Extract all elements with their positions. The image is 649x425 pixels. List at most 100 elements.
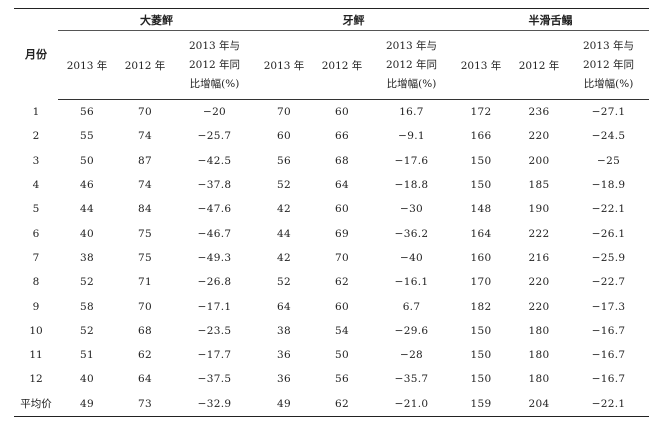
value-cell: 220 — [528, 300, 550, 313]
compare-line-2: 2012 年同 — [385, 58, 438, 71]
month-cell: 10 — [29, 324, 43, 337]
value-cell: 216 — [528, 251, 550, 264]
value-cell: 52 — [277, 276, 291, 289]
value-cell: 74 — [138, 130, 152, 143]
value-cell: −21.0 — [371, 391, 453, 417]
value-cell: −16.7 — [591, 324, 626, 337]
value-cell: −42.5 — [197, 154, 232, 167]
table-row: 平均价 49 73 −32.9 49 62 −21.0 159 204 −22.1 — [14, 391, 649, 417]
value-cell: 70 — [138, 106, 152, 119]
value-cell: −22.1 — [591, 203, 626, 216]
value-cell: 36 — [277, 373, 291, 386]
sub-header-2013: 2013 年 — [452, 30, 511, 100]
month-cell: 平均价 — [14, 391, 58, 417]
value-cell: 64 — [277, 300, 291, 313]
month-cell: 8 — [32, 276, 40, 289]
value-cell: −40 — [399, 251, 424, 264]
table-row: 12 40 64 −37.5 36 56 −35.7 150 180 −16.7 — [14, 367, 649, 391]
sub-header-compare: 2013 年与 2012 年同 比增幅(%) — [371, 30, 453, 100]
table-row: 4 46 74 −37.8 52 64 −18.8 150 185 −18.9 — [14, 173, 649, 197]
table-body: 1 56 70 −20 70 60 16.7 172 236 −27.1 2 55 74 −25.7 60 6… — [14, 100, 649, 417]
month-cell: 7 — [32, 251, 40, 264]
table-row: 10 52 68 −23.5 38 54 −29.6 150 180 −16.7 — [14, 319, 649, 343]
compare-line-3: 比增幅(%) — [386, 77, 437, 90]
value-cell: 172 — [470, 106, 492, 119]
compare-line-3: 比增幅(%) — [189, 77, 240, 90]
compare-line-1: 2013 年与 — [385, 39, 438, 52]
compare-line-3: 比增幅(%) — [583, 77, 634, 90]
value-cell: 52 — [80, 276, 94, 289]
sub-header-row: 2013 年 2012 年 2013 年与 2012 年同 比增幅(%) 2013 … — [14, 30, 649, 100]
month-cell: 12 — [29, 373, 43, 386]
table-row: 5 44 84 −47.6 42 60 −30 148 190 −22.1 — [14, 197, 649, 221]
value-cell: 84 — [138, 203, 152, 216]
value-cell: 150 — [470, 154, 492, 167]
value-cell: −28 — [399, 349, 424, 362]
group-header-tongue-sole: 半滑舌鳎 — [452, 8, 649, 31]
sub-header-2013: 2013 年 — [255, 30, 313, 100]
price-comparison-table: 月份 大菱鲆 牙鲆 半滑舌鳎 2013 年 2012 年 2013 年与 2012… — [14, 8, 649, 417]
value-cell: 50 — [335, 349, 349, 362]
value-cell: 69 — [335, 227, 349, 240]
value-cell: 66 — [335, 130, 349, 143]
month-cell: 5 — [32, 203, 40, 216]
value-cell: 166 — [470, 130, 492, 143]
value-cell: 70 — [277, 106, 291, 119]
value-cell: 60 — [335, 106, 349, 119]
compare-line-1: 2013 年与 — [188, 39, 241, 52]
value-cell: 70 — [138, 300, 152, 313]
value-cell: 87 — [138, 154, 152, 167]
value-cell: 36 — [277, 349, 291, 362]
compare-line-2: 2012 年同 — [188, 58, 241, 71]
value-cell: 220 — [528, 130, 550, 143]
value-cell: 56 — [80, 106, 94, 119]
value-cell: 56 — [277, 154, 291, 167]
value-cell: 62 — [138, 349, 152, 362]
value-cell: 236 — [528, 106, 550, 119]
value-cell: 62 — [313, 391, 371, 417]
value-cell: −22.1 — [568, 391, 649, 417]
value-cell: 148 — [470, 203, 492, 216]
value-cell: 44 — [277, 227, 291, 240]
value-cell: 58 — [80, 300, 94, 313]
value-cell: 49 — [255, 391, 313, 417]
group-header-turbot: 大菱鲆 — [58, 8, 255, 31]
value-cell: 16.7 — [399, 106, 424, 119]
sub-header-2012: 2012 年 — [510, 30, 569, 100]
value-cell: −25.9 — [591, 251, 626, 264]
price-table-container: 月份 大菱鲆 牙鲆 半滑舌鳎 2013 年 2012 年 2013 年与 2012… — [14, 8, 649, 417]
month-header: 月份 — [14, 8, 58, 100]
table-row: 2 55 74 −25.7 60 66 −9.1 166 220 −24.5 — [14, 124, 649, 148]
value-cell: −27.1 — [591, 106, 626, 119]
month-cell: 11 — [29, 349, 43, 362]
month-cell: 2 — [32, 130, 40, 143]
table-row: 8 52 71 −26.8 52 62 −16.1 170 220 −22.7 — [14, 270, 649, 294]
value-cell: −16.7 — [591, 349, 626, 362]
value-cell: 164 — [470, 227, 492, 240]
value-cell: 150 — [470, 324, 492, 337]
compare-line-1: 2013 年与 — [583, 39, 635, 52]
value-cell: 46 — [80, 179, 94, 192]
value-cell: 190 — [528, 203, 550, 216]
value-cell: −17.6 — [394, 154, 429, 167]
value-cell: −37.8 — [197, 179, 232, 192]
value-cell: 52 — [277, 179, 291, 192]
value-cell: 180 — [528, 349, 550, 362]
value-cell: 70 — [335, 251, 349, 264]
value-cell: 74 — [138, 179, 152, 192]
value-cell: −23.5 — [197, 324, 232, 337]
value-cell: −9.1 — [398, 130, 425, 143]
value-cell: 62 — [335, 276, 349, 289]
month-cell: 1 — [32, 105, 40, 118]
value-cell: 55 — [80, 130, 94, 143]
value-cell: −16.1 — [394, 276, 429, 289]
value-cell: 49 — [58, 391, 116, 417]
value-cell: −16.7 — [591, 373, 626, 386]
value-cell: −47.6 — [197, 203, 232, 216]
value-cell: 42 — [277, 251, 291, 264]
month-cell: 4 — [32, 179, 40, 192]
value-cell: 150 — [470, 179, 492, 192]
value-cell: 51 — [80, 349, 94, 362]
table-row: 1 56 70 −20 70 60 16.7 172 236 −27.1 — [14, 100, 649, 125]
group-header-flounder: 牙鲆 — [255, 8, 453, 31]
